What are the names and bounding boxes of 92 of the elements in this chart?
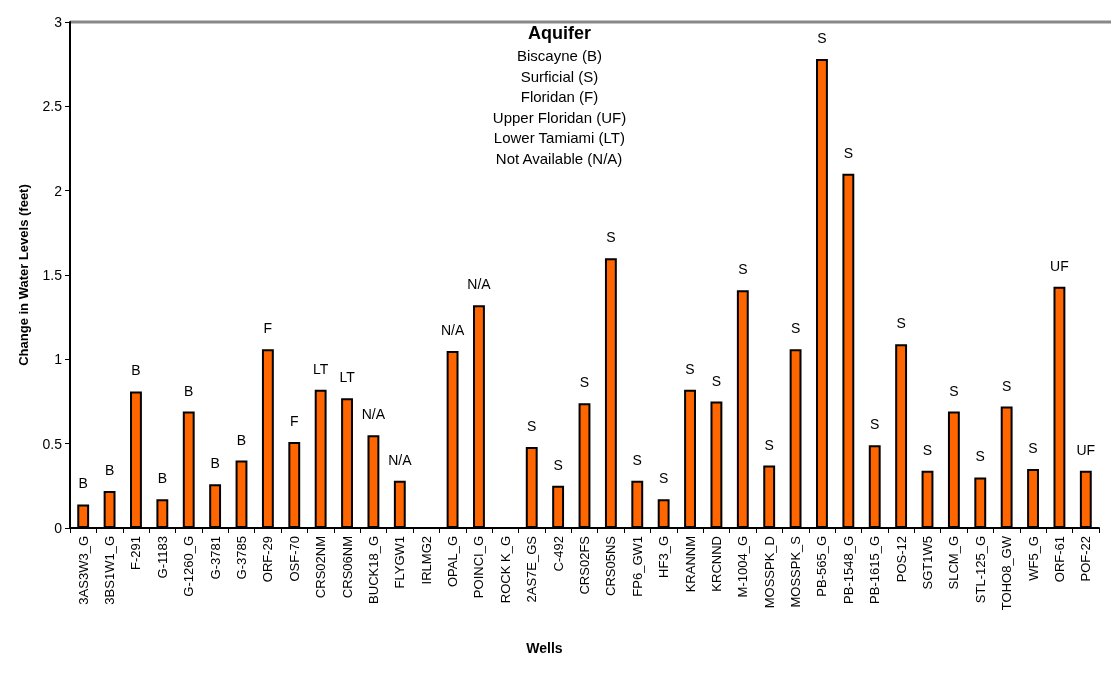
annotation: Floridan (F) xyxy=(520,88,599,105)
x-tick-label: KRCNND xyxy=(708,536,724,592)
x-tick-label: POINCI_G xyxy=(471,536,487,599)
x-tick-label: M-1004_G xyxy=(735,536,751,598)
y-tick-label: 2 xyxy=(54,182,63,199)
x-tick-label: G-3781 xyxy=(207,536,223,580)
x-tick-label: MOSSPK_S xyxy=(788,535,804,608)
x-tick-label: CRS06NM xyxy=(339,536,355,599)
data-label: S xyxy=(1028,439,1038,456)
y-tick-label: 1 xyxy=(54,351,63,368)
x-tick-label: HF3_G xyxy=(656,536,672,578)
data-label: S xyxy=(527,418,537,435)
data-label: B xyxy=(184,382,194,399)
x-tick-label: F-291 xyxy=(128,536,144,570)
data-label: LT xyxy=(339,369,356,386)
data-label: S xyxy=(658,470,669,487)
y-tick-label: 2.5 xyxy=(42,98,63,115)
annotation: Surficial (S) xyxy=(520,67,599,85)
y-tick-label: 0 xyxy=(54,520,63,536)
data-label: LT xyxy=(313,360,329,377)
x-tick-label: SGT1W5 xyxy=(920,536,935,590)
data-label: S xyxy=(949,382,959,399)
x-tick-label: CRS05NS xyxy=(603,535,619,596)
x-tick-label: MOSSPK_D xyxy=(761,536,777,609)
x-tick-label: IRLMG2 xyxy=(418,536,434,585)
data-label: N/A xyxy=(467,276,492,293)
x-tick-label: CRS02NM xyxy=(313,536,329,599)
data-label: B xyxy=(210,455,220,472)
x-tick-label: POS-12 xyxy=(893,536,909,583)
data-label: S xyxy=(738,261,748,278)
data-label: N/A xyxy=(440,321,465,338)
data-label: S xyxy=(843,144,854,161)
annotation: Upper Floridan (UF) xyxy=(492,108,627,126)
data-label: S xyxy=(870,416,880,433)
x-tick-label: OPAL_G xyxy=(445,536,461,588)
data-label: S xyxy=(922,441,933,458)
x-tick-label: ROCK K_G xyxy=(497,536,513,604)
x-tick-label: WF5_G xyxy=(1025,536,1041,581)
x-tick-label: STL-125_G xyxy=(972,536,988,604)
x-axis-title: Wells xyxy=(526,640,563,656)
data-label: S xyxy=(790,320,801,337)
data-label: S xyxy=(975,448,985,465)
data-label: B xyxy=(131,362,141,379)
x-tick-label: G-3785 xyxy=(234,536,249,580)
data-label: N/A xyxy=(361,406,386,423)
annotation: Not Available (N/A) xyxy=(495,149,623,167)
data-label: B xyxy=(104,461,115,478)
data-label: S xyxy=(711,372,722,389)
x-tick-label: POF-22 xyxy=(1078,536,1094,582)
data-label: B xyxy=(78,475,88,492)
data-label: B xyxy=(157,470,168,487)
y-axis-title: Change in Water Levels (feet) xyxy=(16,184,31,366)
data-label: S xyxy=(553,456,563,473)
data-label: S xyxy=(764,436,774,453)
data-label: F xyxy=(263,320,273,337)
x-tick-label: FP6_GW1 xyxy=(629,536,645,597)
x-tick-label: G-1260_G xyxy=(181,536,197,597)
x-tick-label: KRANNM xyxy=(682,536,698,593)
annotation: Biscayne (B) xyxy=(516,47,603,64)
data-label: S xyxy=(685,360,695,377)
data-label: F xyxy=(289,412,299,429)
x-tick-label: CRS02FS xyxy=(577,535,592,595)
x-tick-label: PB-1548_G xyxy=(840,536,856,604)
x-tick-label: BUCK18_G xyxy=(365,536,381,604)
y-tick-label: 0.5 xyxy=(42,435,63,452)
y-tick-label: 1.5 xyxy=(42,267,63,283)
data-label: S xyxy=(896,315,906,332)
x-tick-label: 3AS3W3_G xyxy=(75,536,91,605)
x-tick-label: 2AS7E_GS xyxy=(524,535,540,603)
annotation: Lower Tamiami (LT) xyxy=(493,129,625,146)
data-label: S xyxy=(606,229,616,246)
data-label: N/A xyxy=(388,451,413,468)
annotation: Aquifer xyxy=(528,23,591,43)
x-tick-label: ORF-29 xyxy=(260,536,276,583)
x-tick-label: C-492 xyxy=(550,536,566,572)
data-label: S xyxy=(632,451,642,468)
x-tick-label: SLCM_G xyxy=(946,536,962,590)
data-label: S xyxy=(1001,377,1012,394)
data-label: S xyxy=(579,374,590,391)
x-tick-label: PB-1615_G xyxy=(867,536,883,604)
data-label: UF xyxy=(1050,257,1069,274)
data-label: UF xyxy=(1076,441,1096,458)
x-tick-label: ORF-61 xyxy=(1051,536,1067,583)
x-tick-label: FLYGW1 xyxy=(392,536,408,589)
x-tick-label: OSF-70 xyxy=(286,536,302,582)
y-tick-label: 3 xyxy=(54,14,63,30)
data-label: S xyxy=(817,30,827,47)
x-tick-label: 3BS1W1_G xyxy=(102,536,118,605)
x-tick-label: G-1183 xyxy=(154,536,170,579)
x-tick-label: PB-565_G xyxy=(814,536,830,597)
data-label: B xyxy=(236,431,247,448)
x-tick-label: TOHO8_GW xyxy=(999,535,1015,611)
